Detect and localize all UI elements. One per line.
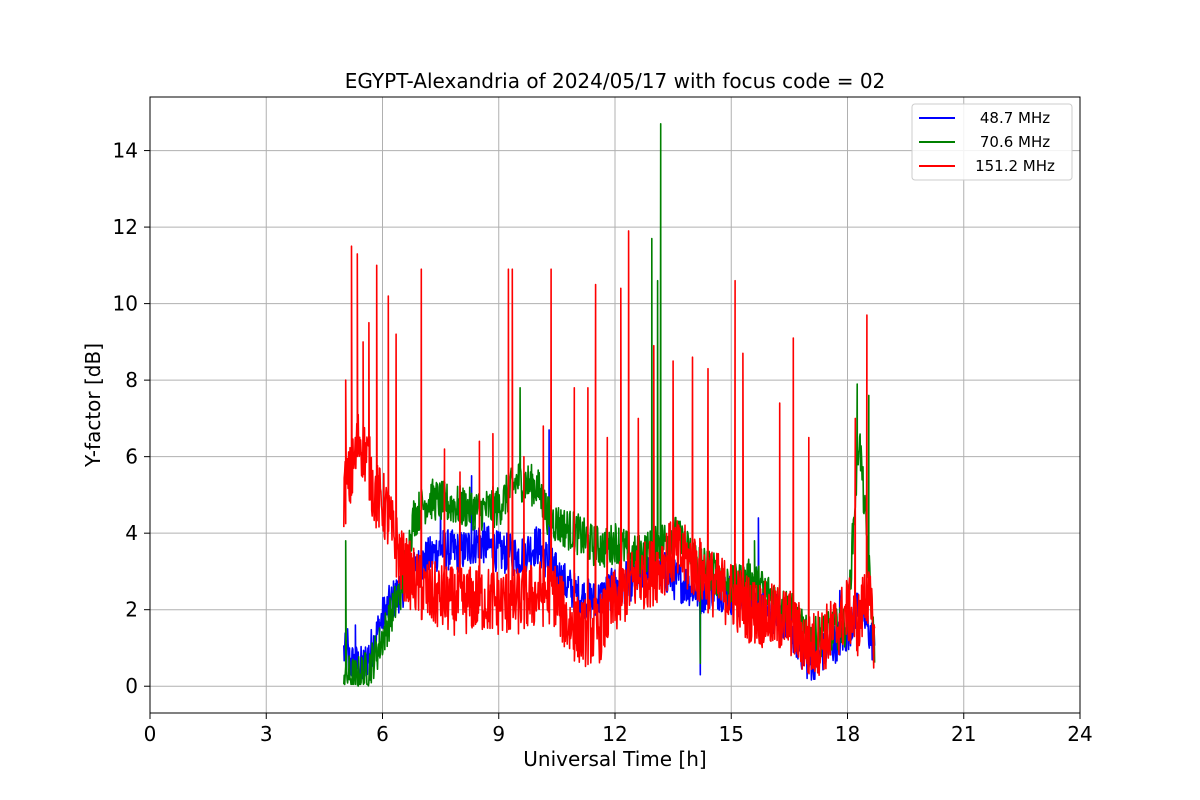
y-tick-label: 2 xyxy=(125,598,138,622)
y-axis-title: Y-factor [dB] xyxy=(81,343,105,468)
y-tick-label: 10 xyxy=(113,292,138,316)
x-tick-label: 18 xyxy=(835,722,860,746)
legend: 48.7 MHz 70.6 MHz 151.2 MHz xyxy=(911,103,1073,181)
legend-label-2: 70.6 MHz xyxy=(980,133,1050,151)
x-tick-label: 6 xyxy=(376,722,389,746)
y-tick-label: 6 xyxy=(125,445,138,469)
series-lines xyxy=(343,123,876,687)
legend-label-3: 151.2 MHz xyxy=(975,157,1055,175)
y-tick-label: 12 xyxy=(113,215,138,239)
chart-title: EGYPT-Alexandria of 2024/05/17 with focu… xyxy=(345,69,886,93)
series-line-3 xyxy=(343,230,876,676)
y-tick-label: 14 xyxy=(113,139,138,163)
x-tick-label: 24 xyxy=(1067,722,1092,746)
legend-box xyxy=(911,103,1073,181)
x-tick-label: 9 xyxy=(492,722,505,746)
x-tick-label: 21 xyxy=(951,722,976,746)
x-tick-label: 3 xyxy=(260,722,273,746)
legend-label-1: 48.7 MHz xyxy=(980,109,1050,127)
x-tick-label: 12 xyxy=(602,722,627,746)
y-tick-label: 0 xyxy=(125,674,138,698)
x-tick-label: 0 xyxy=(144,722,157,746)
y-tick-label: 4 xyxy=(125,521,138,545)
x-tick-label: 15 xyxy=(719,722,744,746)
y-tick-label: 8 xyxy=(125,368,138,392)
x-axis-title: Universal Time [h] xyxy=(523,747,706,771)
